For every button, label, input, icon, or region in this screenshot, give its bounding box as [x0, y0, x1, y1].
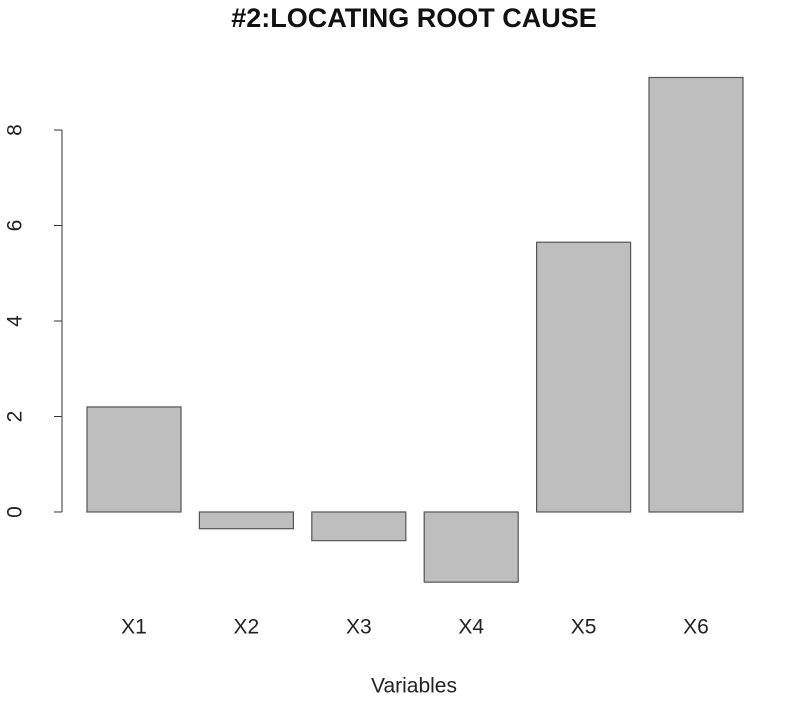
x-tick-label: X6 — [683, 616, 709, 639]
chart-title: #2:LOCATING ROOT CAUSE — [231, 3, 597, 33]
x-tick-label: X4 — [458, 616, 484, 639]
bar — [311, 511, 407, 542]
x-tick-label: X3 — [346, 616, 372, 639]
bar — [535, 241, 632, 513]
y-tick-label: 0 — [4, 506, 27, 518]
x-tick-label: X2 — [234, 616, 260, 639]
y-tick-label: 2 — [4, 411, 27, 423]
bar — [423, 511, 519, 583]
y-tick-label: 8 — [4, 124, 27, 136]
x-axis-label: Variables — [371, 675, 457, 698]
bar — [86, 406, 182, 513]
x-tick-label: X5 — [571, 616, 597, 639]
y-tick-label: 4 — [4, 315, 27, 327]
x-tick-label: X1 — [121, 616, 147, 639]
y-tick-label: 6 — [4, 220, 27, 232]
bar — [648, 76, 744, 513]
bar — [198, 511, 294, 530]
